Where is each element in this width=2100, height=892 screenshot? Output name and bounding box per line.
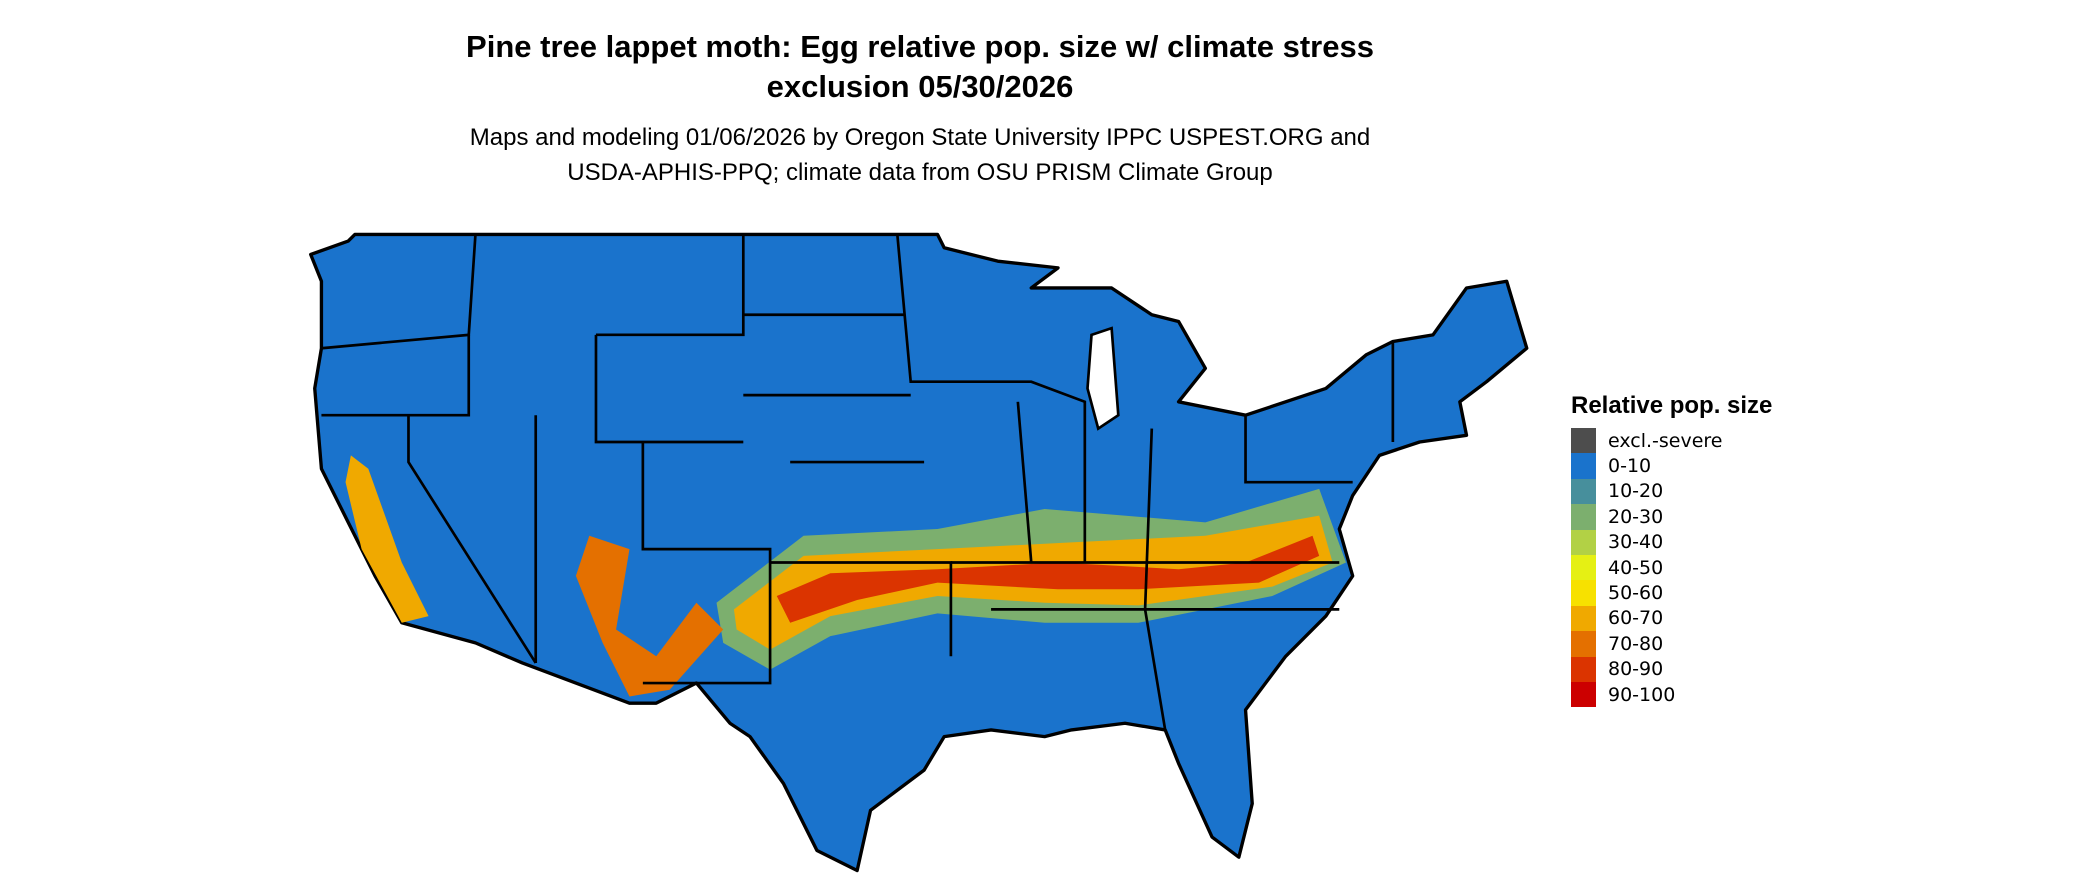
legend-item: 0-10 [1571,453,1772,479]
legend-label: 20-30 [1608,505,1664,528]
heat-band [345,455,1346,697]
legend-item: 90-100 [1571,681,1772,708]
legend-item: 80-90 [1571,656,1772,682]
legend-swatch [1571,580,1596,606]
legend-item: 50-60 [1571,580,1772,606]
subtitle-line-2: USDA-APHIS-PPQ; climate data from OSU PR… [567,159,1273,186]
legend-swatch [1571,504,1596,530]
title-line-2: exclusion 05/30/2026 [766,69,1074,104]
legend-swatch [1571,681,1596,708]
legend-label: 50-60 [1608,582,1664,605]
legend-swatch [1571,631,1596,657]
legend-label: excl.-severe [1608,429,1723,452]
legend-swatch [1571,605,1596,632]
title-line-1: Pine tree lappet moth: Egg relative pop.… [466,29,1374,64]
legend-label: 90-100 [1608,683,1676,706]
legend-items: excl.-severe 0-10 10-20 20-30 30-40 40-50 50-6… [1571,428,1772,708]
legend-item: 60-70 [1571,605,1772,632]
legend-title: Relative pop. size [1571,392,1773,419]
legend-item: 70-80 [1571,631,1772,657]
southwest-band [575,535,724,697]
subtitle-line-1: Maps and modeling 01/06/2026 by Oregon S… [469,124,1371,151]
legend-label: 80-90 [1608,658,1664,681]
legend-label: 70-80 [1608,632,1664,655]
map-title: Pine tree lappet moth: Egg relative pop.… [0,27,1840,107]
legend-item: 40-50 [1571,554,1772,581]
band-80-90 [776,535,1320,623]
legend-swatch [1571,428,1596,454]
legend-label: 30-40 [1608,531,1664,554]
legend-swatch [1571,529,1596,555]
legend-swatch [1571,478,1596,505]
map-subtitle: Maps and modeling 01/06/2026 by Oregon S… [0,120,1840,190]
legend-item: 20-30 [1571,504,1772,530]
legend-item: 10-20 [1571,478,1772,505]
legend-swatch [1571,554,1596,581]
legend-item: 30-40 [1571,529,1772,555]
legend-label: 0-10 [1608,455,1652,478]
california-band [345,455,429,623]
legend-swatch [1571,656,1596,682]
state-borders [321,234,1395,731]
legend-label: 10-20 [1608,480,1664,503]
lake-michigan [1086,326,1120,431]
legend: Relative pop. size excl.-severe 0-10 10-20… [1571,392,1773,708]
legend-swatch [1571,453,1596,479]
legend-label: 40-50 [1608,556,1664,579]
legend-item: excl.-severe [1571,428,1772,454]
legend-label: 60-70 [1608,607,1664,630]
